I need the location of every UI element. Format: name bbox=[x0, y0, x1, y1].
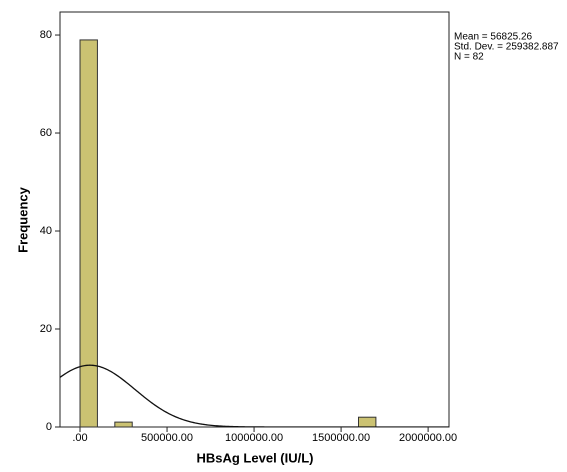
y-tick-label: 80 bbox=[40, 29, 52, 41]
bar bbox=[357, 416, 377, 428]
x-tick-label: 1500000.00 bbox=[312, 432, 370, 444]
stat-label: Std. Dev. = 259382.887 bbox=[454, 42, 559, 53]
plot-area bbox=[59, 11, 450, 428]
y-tick-label: 0 bbox=[46, 421, 52, 433]
x-tick-label: 1000000.00 bbox=[225, 432, 283, 444]
bar bbox=[114, 421, 133, 428]
normal-curve bbox=[60, 364, 449, 427]
bar bbox=[79, 39, 98, 428]
x-tick-label: 2000000.00 bbox=[399, 432, 457, 444]
x-tick-label: .00 bbox=[72, 432, 87, 444]
x-axis-title: HBsAg Level (IU/L) bbox=[196, 450, 313, 465]
y-tick-label: 60 bbox=[40, 127, 52, 139]
y-axis-title: Frequency bbox=[15, 186, 30, 253]
y-tick-label: 20 bbox=[40, 323, 52, 335]
y-tick-label: 40 bbox=[40, 225, 52, 237]
stat-label: N = 82 bbox=[454, 52, 484, 63]
stat-label: Mean = 56825.26 bbox=[454, 32, 533, 43]
x-tick-label: 500000.00 bbox=[141, 432, 193, 444]
